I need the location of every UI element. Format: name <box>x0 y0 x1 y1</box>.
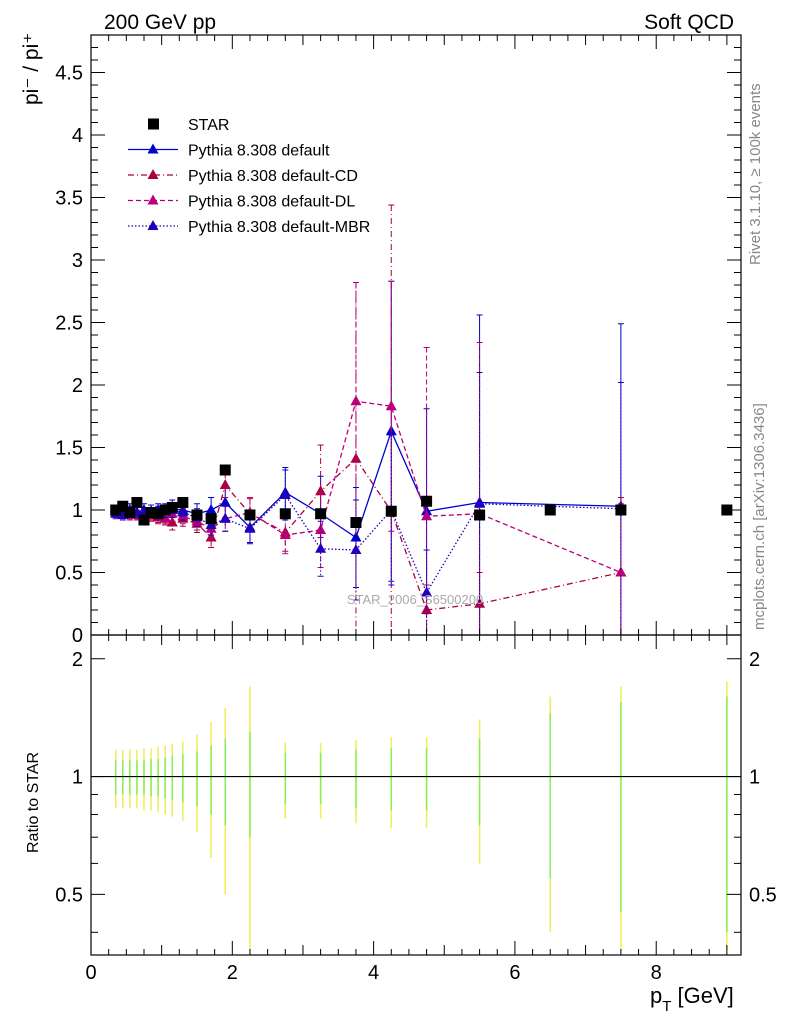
star-data-point <box>350 517 362 528</box>
triangle-marker <box>421 510 433 521</box>
x-axis-title-unit: [GeV] <box>671 983 733 1008</box>
legend-marker-star <box>148 118 159 130</box>
y-tick-label: 4 <box>72 125 83 147</box>
star-data-point <box>385 505 397 517</box>
legend-label: Pythia 8.308 default-MBR <box>188 219 370 236</box>
ratio-y-tick-label: 1 <box>72 767 83 789</box>
triangle-marker <box>421 586 433 597</box>
y-tick-label: 1.5 <box>55 438 83 460</box>
triangle-marker <box>385 400 397 411</box>
star-data-point <box>615 504 627 516</box>
y-tick-label: 1 <box>72 500 83 522</box>
header-right-label: Soft QCD <box>644 11 734 34</box>
y-tick-label: 3 <box>72 250 83 272</box>
analysis-watermark: STAR_2006_S6500200 <box>347 592 483 607</box>
star-data-point <box>124 507 136 518</box>
y-tick-label: 2 <box>72 375 83 397</box>
x-tick-label: 6 <box>509 962 520 984</box>
triangle-marker <box>350 544 362 554</box>
star-data-point <box>544 504 556 516</box>
star-data-point <box>166 502 178 513</box>
ratio-y-axis-label: Ratio to STAR <box>25 752 42 853</box>
x-axis-title-symbol: p <box>650 983 662 1008</box>
legend-marker <box>147 143 159 154</box>
legend-label: Pythia 8.308 default <box>188 143 330 160</box>
star-data-point <box>474 509 486 521</box>
legend: STAR Pythia 8.308 default Pythia 8.308 def… <box>128 117 370 236</box>
star-data-point <box>138 514 150 526</box>
triangle-marker <box>474 497 486 508</box>
ratio-y-tick-label: 0.5 <box>55 884 83 906</box>
star-data-point <box>279 508 291 520</box>
series-line <box>115 400 622 574</box>
star-data-point <box>721 504 733 516</box>
legend-marker <box>147 220 159 230</box>
legend-marker <box>147 194 159 205</box>
triangle-marker <box>219 496 231 507</box>
star-data-point <box>244 509 256 521</box>
y-tick-label: 0 <box>72 625 83 647</box>
triangle-marker <box>219 512 231 523</box>
main-y-axis-label: pi⁻ / pi⁺ <box>20 33 43 105</box>
triangle-marker <box>350 395 362 406</box>
x-axis-title-text: pT [GeV] <box>650 983 734 1015</box>
triangle-marker <box>219 479 231 489</box>
y-tick-label: 3.5 <box>55 188 83 210</box>
star-data-point <box>315 508 327 520</box>
legend-label: STAR <box>188 117 229 134</box>
y-tick-label: 4.5 <box>55 63 83 85</box>
series-line <box>115 493 621 594</box>
y-tick-label: 0.5 <box>55 563 83 585</box>
legend-label: Pythia 8.308 default-DL <box>188 194 355 211</box>
y-tick-label: 2.5 <box>55 313 83 335</box>
x-axis-title-subscript: T <box>662 998 671 1015</box>
triangle-marker <box>177 506 189 517</box>
star-data-point <box>191 509 203 521</box>
x-tick-label: 4 <box>368 962 379 984</box>
star-data-point <box>219 464 231 476</box>
ratio-plot-panel: 0 2 4 6 8 0.5 0.5 1 1 2 2 <box>55 634 777 984</box>
triangle-marker <box>205 504 217 514</box>
ratio-y-tick-label: 2 <box>72 649 83 671</box>
x-tick-label: 8 <box>651 962 662 984</box>
triangle-marker <box>350 452 362 463</box>
legend-label: Pythia 8.308 default-CD <box>188 168 358 185</box>
star-data-point <box>177 497 189 508</box>
mcplots-side-text: mcplots.cern.ch [arXiv:1306.3436] <box>751 403 768 630</box>
triangle-marker <box>279 489 291 499</box>
triangle-marker <box>244 522 256 533</box>
star-data-point <box>421 495 433 507</box>
ratio-y-tick-label-right: 0.5 <box>749 884 777 906</box>
x-tick-label: 0 <box>85 962 96 984</box>
star-data-point <box>152 508 164 520</box>
header-left-label: 200 GeV pp <box>104 11 216 34</box>
triangle-marker <box>315 542 327 553</box>
star-data-point <box>145 507 157 518</box>
star-data-point <box>205 513 217 525</box>
star-data-point <box>117 500 129 512</box>
main-plot-panel: 0 0.5 1 1.5 2 2.5 3 3.5 4 4.5 <box>55 34 742 647</box>
x-axis-title: pT [GeV] <box>650 983 734 1015</box>
series-line <box>115 457 622 611</box>
x-tick-label: 2 <box>227 962 238 984</box>
star-data-point <box>110 504 122 516</box>
ratio-y-tick-label-right: 1 <box>749 767 760 789</box>
legend-marker <box>147 169 159 179</box>
star-data-point <box>159 504 171 516</box>
triangle-marker <box>279 529 291 539</box>
rivet-side-text: Rivet 3.1.10, ≥ 100k events <box>747 83 764 265</box>
ratio-y-tick-label-right: 2 <box>749 649 760 671</box>
triangle-marker <box>421 604 433 614</box>
star-data-point <box>131 497 143 508</box>
ratio-frame <box>90 634 742 956</box>
